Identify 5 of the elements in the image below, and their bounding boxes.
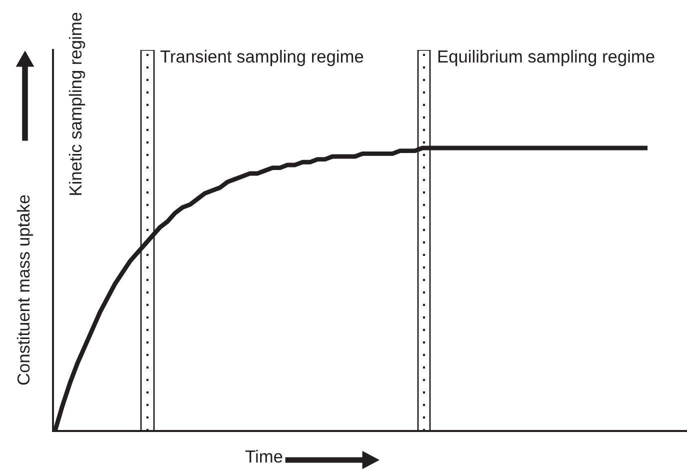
y-axis-title: Constituent mass uptake bbox=[16, 195, 34, 385]
annotation: Kinetic sampling regime bbox=[68, 12, 86, 195]
text: Equilibrium sampling regime bbox=[438, 50, 654, 66]
x-axis-title: Time bbox=[245, 450, 282, 463]
text: Transient sampling regime bbox=[160, 50, 364, 66]
